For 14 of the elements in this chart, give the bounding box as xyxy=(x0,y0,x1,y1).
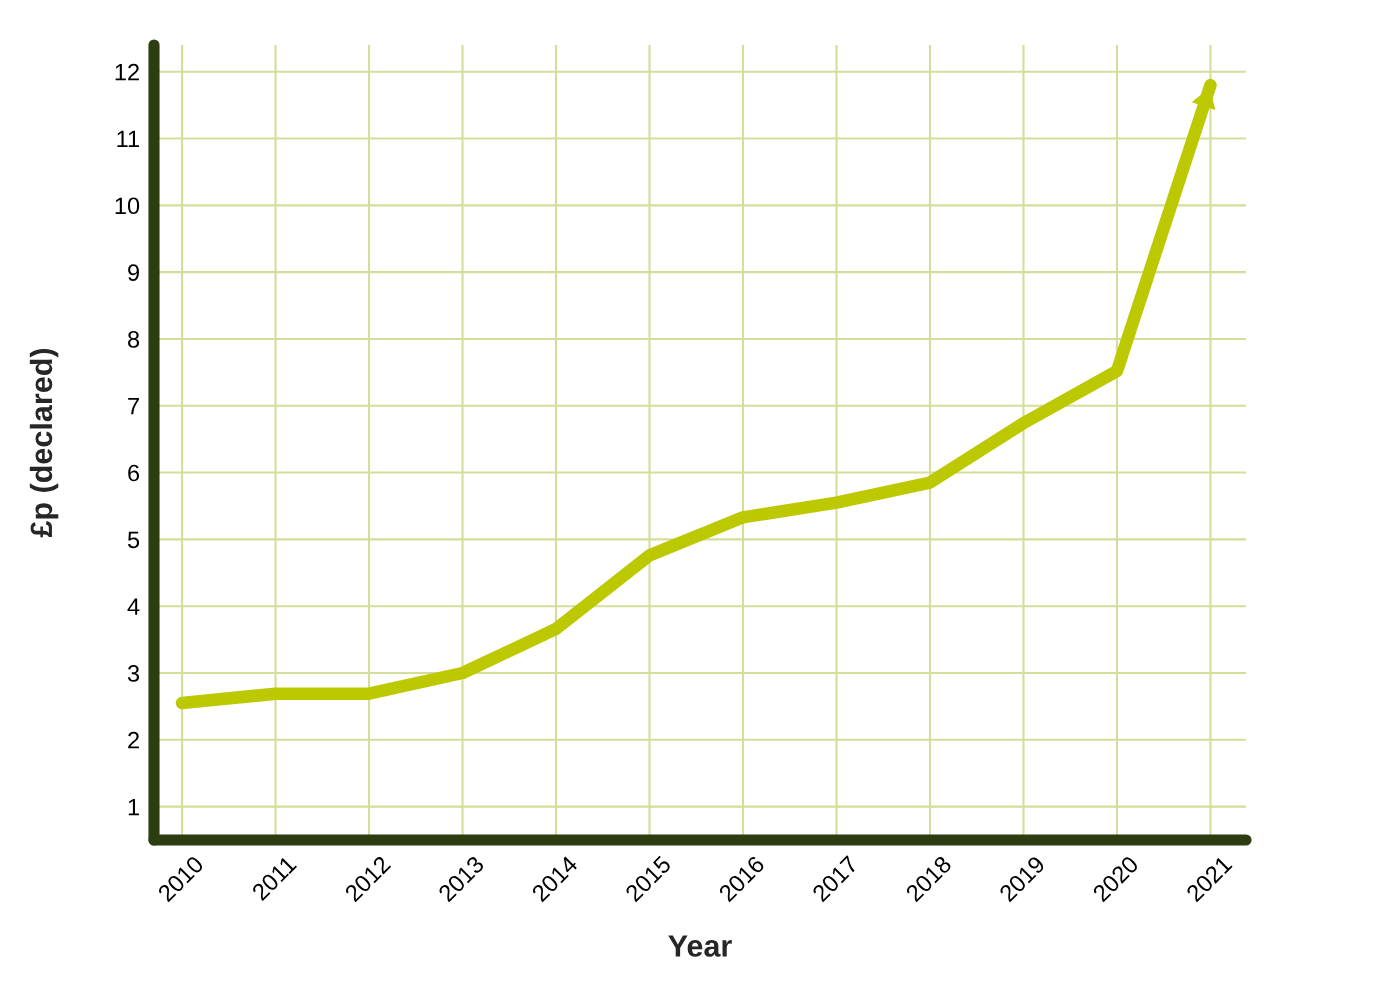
y-tick-label: 3 xyxy=(127,665,140,682)
y-tick-label: 1 xyxy=(128,798,139,816)
y-tick-label: 8 xyxy=(128,331,140,348)
y-tick-label: 4 xyxy=(127,598,140,615)
y-tick-label: 12 xyxy=(115,63,139,81)
y-tick-label: 2 xyxy=(128,731,139,749)
y-tick-label: 5 xyxy=(127,531,140,549)
y-tick-label: 9 xyxy=(128,264,139,281)
y-tick-label: 6 xyxy=(128,464,140,482)
x-axis-title: Year xyxy=(668,935,732,957)
y-tick-label: 10 xyxy=(115,197,140,215)
y-tick-label: 11 xyxy=(117,130,139,148)
y-axis-title: £p (declared) xyxy=(29,348,59,538)
y-tick-label: 7 xyxy=(128,398,139,415)
